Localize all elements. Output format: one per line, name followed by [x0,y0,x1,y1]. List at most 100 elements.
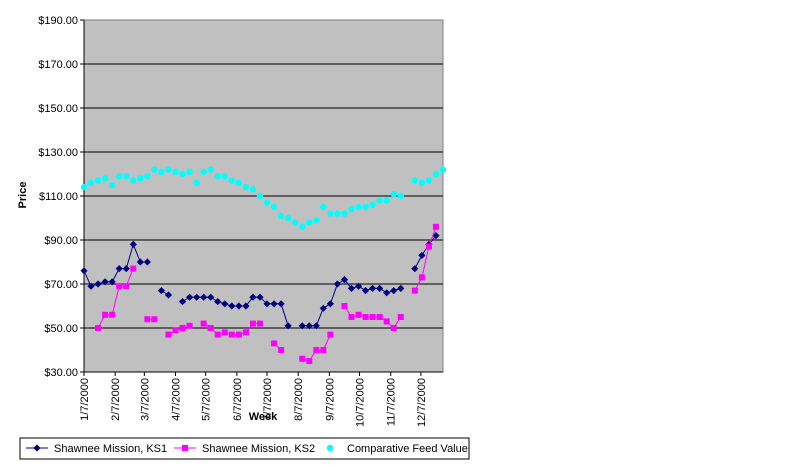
data-point [242,329,249,336]
legend-box [19,437,470,460]
legend-entry: Comparative Feed Value [326,443,468,455]
series-line [414,235,437,269]
data-point [263,300,271,308]
x-tick-label: 2/7/2000 [110,378,122,421]
data-point [341,210,348,217]
data-point [165,331,172,338]
data-point [228,331,235,338]
data-point [158,168,165,175]
data-point [94,177,102,184]
y-tick-label: $130.00 [38,147,78,159]
data-point [178,298,187,306]
legend-entry: Shawnee Mission, KS1 [26,443,167,455]
data-point [130,265,137,272]
data-point [390,190,397,197]
data-point [185,293,194,301]
legend-marker [326,444,334,452]
data-point [151,316,158,323]
data-point [376,314,383,320]
data-point [354,282,363,290]
data-point [235,179,243,186]
y-tick-label: $30.00 [44,367,78,379]
data-point [179,170,186,178]
x-tick-label: 8/7/2000 [293,378,305,421]
data-point [348,206,355,213]
axes: $30.00 $50.00 $70.00 $90.00 $110.00 $130.00 $1… [38,15,443,427]
data-point [355,311,362,318]
data-point [362,314,369,320]
data-point [271,340,278,347]
legend-marker [182,445,188,451]
data-point [270,300,278,308]
data-point [249,293,257,301]
data-point [151,166,158,173]
data-point [376,284,384,292]
data-point [249,320,256,327]
data-point [298,322,306,330]
data-point [228,177,236,184]
data-point [397,314,404,320]
data-point [214,173,221,180]
data-point [312,322,320,330]
data-point [383,318,390,325]
data-point [397,284,405,292]
data-point [101,278,109,286]
data-point [319,304,327,312]
y-tick-label: $150.00 [38,103,78,115]
data-point [383,197,390,204]
y-tick-label: $190.00 [38,15,78,27]
series-line [83,242,148,287]
x-tick-label: 4/7/2000 [171,378,183,421]
data-point [348,314,355,320]
data-point [326,300,334,308]
data-point [390,325,397,331]
y-tick-label: $70.00 [44,279,78,291]
data-point [362,203,369,211]
data-point [369,314,376,320]
x-tick-label: 9/7/2000 [324,378,336,421]
data-point [137,175,144,182]
data-point [193,293,201,301]
data-point [432,232,440,240]
legend-label: Shawnee Mission, KS1 [54,443,167,455]
data-point [108,278,116,286]
data-point [143,258,151,266]
data-point [200,320,207,327]
data-point [355,203,362,211]
data-point [256,320,263,327]
data-point [256,293,264,301]
series-group [80,166,447,364]
data-point [102,311,109,318]
data-point [369,201,376,208]
data-point [87,179,95,186]
data-point [347,284,356,292]
x-tick-label: 10/7/2000 [355,378,367,427]
data-point [235,302,243,310]
data-point [418,251,426,259]
data-point [305,322,313,330]
data-point [270,203,278,211]
data-point [172,168,179,175]
legend-label: Comparative Feed Value [347,443,468,455]
data-point [299,355,306,362]
data-point [116,283,123,290]
data-point [164,291,173,299]
data-point [235,331,242,338]
data-point [242,302,250,310]
x-tick-label: 1/7/2000 [79,378,91,421]
data-point [277,212,285,219]
data-point [136,258,144,266]
data-point [179,325,186,331]
data-point [361,287,370,295]
data-point [383,289,391,297]
data-point [299,223,306,230]
x-tick-label: 6/7/2000 [232,378,244,421]
data-point [242,184,250,191]
data-point [390,287,398,295]
data-point [432,170,440,178]
data-point [108,181,116,189]
data-point [284,322,292,330]
data-point [425,177,433,184]
data-point [278,347,285,353]
